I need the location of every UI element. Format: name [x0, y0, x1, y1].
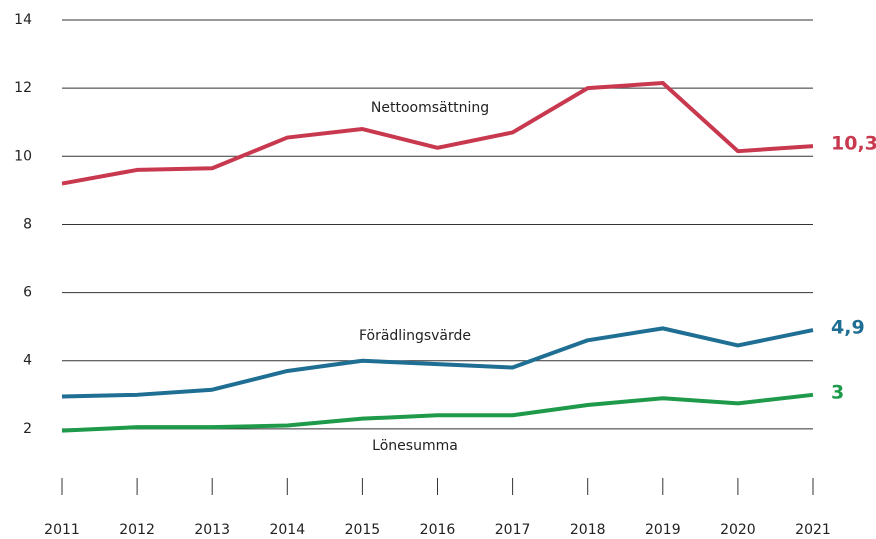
x-tick-label: 2011 — [44, 522, 80, 538]
series-line — [61, 326, 814, 399]
x-tick-label: 2014 — [269, 522, 305, 538]
series-label: Nettoomsättning — [371, 100, 489, 116]
y-tick-label: 2 — [23, 421, 32, 437]
y-tick-label: 8 — [23, 216, 32, 232]
series-line — [61, 392, 814, 433]
y-tick-label: 4 — [23, 353, 32, 369]
x-tick-label: 2012 — [119, 522, 155, 538]
y-tick-label: 14 — [14, 12, 32, 28]
value-label: 10,3 — [831, 133, 876, 155]
x-tick-label: 2015 — [345, 522, 381, 538]
x-tick-label: 2020 — [720, 522, 756, 538]
value-label: 3 — [831, 381, 844, 403]
x-tick-label: 2017 — [495, 522, 531, 538]
x-tick-label: 2019 — [645, 522, 681, 538]
value-label: 4,9 — [831, 317, 865, 339]
x-tick-label: 2018 — [570, 522, 606, 538]
series-line — [61, 81, 814, 186]
y-tick-label: 12 — [14, 80, 32, 96]
y-tick-label: 6 — [23, 285, 32, 301]
series-label: Förädlingsvärde — [359, 328, 471, 344]
series-label: Lönesumma — [372, 438, 458, 454]
x-tick-label: 2013 — [194, 522, 230, 538]
x-tick-label: 2016 — [420, 522, 456, 538]
x-tick-label: 2021 — [795, 522, 831, 538]
y-tick-label: 10 — [14, 148, 32, 164]
